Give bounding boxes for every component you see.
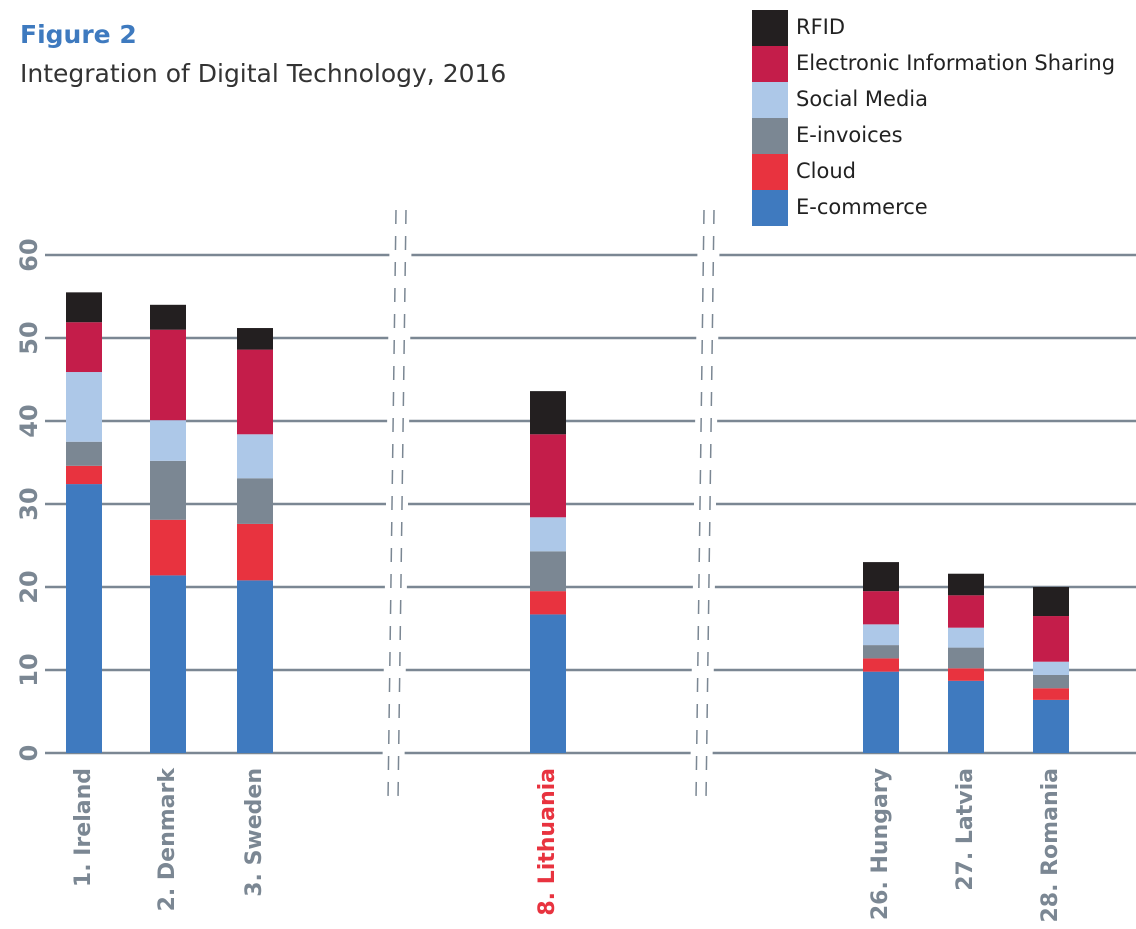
bar-segment [948,680,984,753]
break-line [695,209,705,801]
y-tick-label: 20 [15,570,43,603]
break-line [387,209,397,801]
y-tick-label: 30 [15,487,43,520]
x-tick-label: 27. Latvia [953,768,978,891]
axis-breaks [382,209,720,801]
bar-segment [863,591,899,625]
break-line [705,209,715,801]
bar-segment [948,573,984,596]
break-gap [382,209,412,801]
legend-label: E-commerce [796,195,928,219]
legend-swatch [752,154,788,190]
break-line [397,209,407,801]
bar-segment [150,519,186,576]
bar-segment [530,614,566,753]
legend-label: RFID [796,15,845,39]
legend-label: Cloud [796,159,856,183]
bar-segment [66,465,102,485]
bar-segment [66,372,102,442]
bar-segment [863,658,899,672]
bar-segment [1033,661,1069,675]
bar-segment [1033,688,1069,700]
legend: E-commerce Cloud E-invoices Social Media Ele… [752,10,1115,226]
x-tick-label: 2. Denmark [155,767,180,912]
x-tick-label: 26. Hungary [868,768,893,920]
y-tick-label: 10 [15,653,43,686]
bar-segment [863,624,899,646]
legend-swatch [752,82,788,118]
bar-segment [530,517,566,552]
legend-swatch [752,190,788,226]
bar-segment [948,668,984,681]
legend-swatch [752,10,788,46]
bar-segment [150,304,186,330]
bar-segment [863,671,899,753]
break-gap [690,209,720,801]
bar-segment [948,627,984,648]
bar-segment [1033,674,1069,689]
bar-segment [530,591,566,615]
bar-segment [237,478,273,524]
bar-segment [1033,699,1069,753]
bar-segment [237,328,273,350]
bars: 1. Ireland 2. Denmark 3. Sweden 8. Lithuani… [66,292,1069,923]
grid: 0 10 20 30 40 50 60 [15,238,1136,761]
bar-segment [237,523,273,581]
x-tick-label: 28. Romania [1038,768,1063,923]
y-tick-label: 40 [15,404,43,437]
bar-segment [530,434,566,518]
bar-segment [237,434,273,479]
bar-segment [1033,587,1069,617]
legend-label: Social Media [796,87,928,111]
y-tick-label: 50 [15,321,43,354]
bar-segment [150,329,186,421]
x-tick-label: 3. Sweden [242,768,267,897]
chart-subtitle: Integration of Digital Technology, 2016 [20,59,506,88]
bar-segment [1033,616,1069,662]
bar-segment [150,575,186,753]
y-tick-label: 60 [15,238,43,271]
chart-title: Figure 2 [20,20,137,49]
bar-segment [530,551,566,592]
bar-segment [237,349,273,435]
x-tick-label: 8. Lithuania [535,768,560,916]
bar-segment [150,420,186,461]
bar-segment [863,562,899,592]
bar-segment [66,484,102,753]
bar-segment [530,391,566,435]
bar-segment [66,441,102,466]
bar-segment [948,647,984,669]
x-tick-label: 1. Ireland [71,768,96,887]
legend-label: E-invoices [796,123,903,147]
bar-segment [948,595,984,628]
bar-segment [863,645,899,659]
y-tick-label: 0 [15,745,43,762]
bar-segment [66,292,102,323]
bar-segment [66,322,102,373]
legend-swatch [752,118,788,154]
bar-segment [150,460,186,520]
legend-swatch [752,46,788,82]
legend-label: Electronic Information Sharing [796,51,1115,75]
bar-segment [237,580,273,753]
